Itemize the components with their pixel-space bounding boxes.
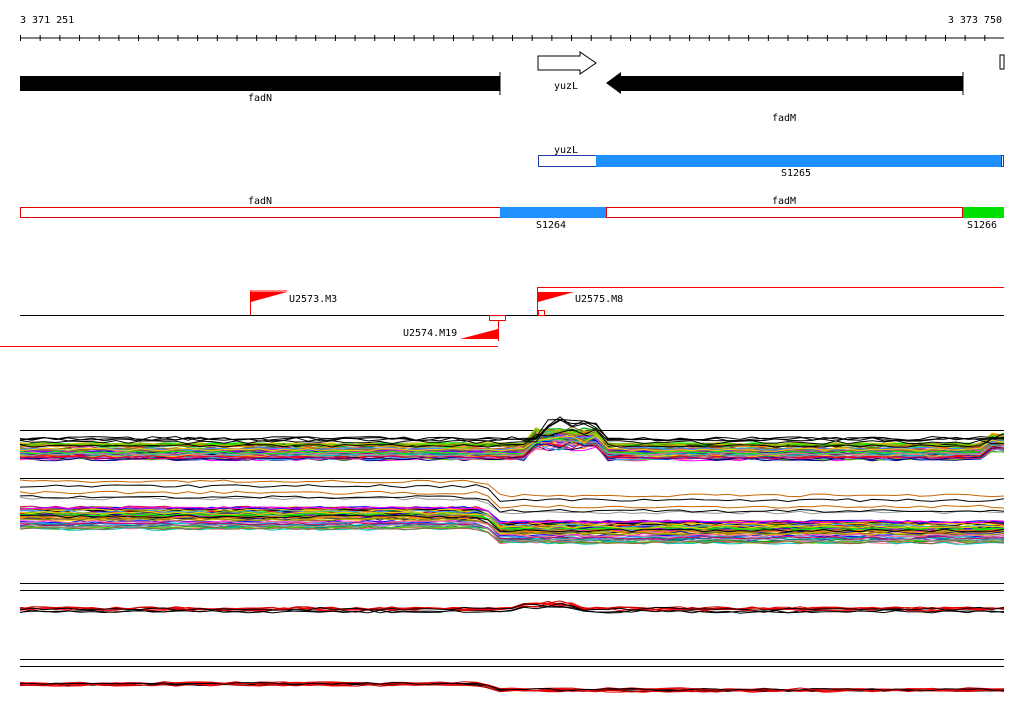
- promoter-U2575-flag[interactable]: [538, 292, 574, 302]
- expression-profile-line: [19, 514, 1005, 533]
- expression-profile-line: [19, 510, 1005, 530]
- segment-track-lower: fadN S1264 fadM S1266: [20, 196, 1004, 231]
- gene-yuzL[interactable]: [537, 51, 597, 75]
- expression-profile-line: [19, 430, 1005, 451]
- gene-fadM[interactable]: [606, 72, 963, 94]
- segment-S1265-label: S1265: [781, 168, 811, 179]
- expression-profile-line: [19, 519, 1005, 538]
- expression-profile-line: [19, 602, 1005, 611]
- gene-fadN-label: fadN: [248, 93, 272, 104]
- expression-profile-line: [19, 416, 1005, 442]
- promoter-U2574-box: [489, 315, 506, 321]
- promoter-U2575-label: U2575.M8: [575, 294, 623, 305]
- expression-profile-line: [19, 521, 1005, 540]
- expression-profile-line: [19, 438, 1005, 457]
- expression-track-D: [19, 659, 1005, 693]
- expression-profile-line: [19, 435, 1005, 452]
- promoter-U2573-flag[interactable]: [251, 292, 287, 302]
- promoter-U2574-label: U2574.M19: [403, 328, 457, 339]
- segment-fadN-label: fadN: [248, 196, 272, 207]
- segment-S1266-label: S1266: [967, 220, 997, 231]
- ruler-start-label: 3 371 251: [20, 15, 74, 26]
- promoter-U2575-box: [538, 310, 545, 316]
- expression-track-C: [19, 583, 1005, 614]
- expression-profile-line: [19, 506, 1005, 524]
- segment-S1264[interactable]: [500, 207, 606, 218]
- segment-fadN[interactable]: [20, 207, 501, 218]
- expression-profile-line: [19, 434, 1005, 455]
- promoter-U2573-label: U2573.M3: [289, 294, 337, 305]
- expression-profile-line: [19, 418, 1005, 445]
- expression-profile-line: [19, 505, 1005, 524]
- expression-profile-line: [19, 441, 1005, 460]
- expression-track-B: [19, 478, 1005, 545]
- expression-profile-line: [19, 479, 1005, 498]
- segment-S1264-label: S1264: [536, 220, 566, 231]
- expression-profile-line: [19, 426, 1005, 447]
- expression-profile-line: [19, 484, 1005, 503]
- segment-fadM[interactable]: [606, 207, 963, 218]
- segment-track-upper: yuzL S1265: [538, 145, 1004, 179]
- expression-profile-line: [19, 682, 1005, 692]
- segment-S1265-end: [1001, 155, 1004, 167]
- gene-fadM-label: fadM: [772, 113, 796, 124]
- promoter-U2574-flag[interactable]: [460, 329, 498, 339]
- expression-profile-line: [19, 495, 1005, 513]
- ruler-end-label: 3 373 750: [948, 15, 1002, 26]
- segment-yuzL-label: yuzL: [554, 145, 578, 156]
- gene-track: fadN yuzL fadM: [20, 51, 1005, 124]
- expression-profile-line: [19, 524, 1005, 543]
- expression-profile-line: [19, 440, 1005, 461]
- gene-fadN[interactable]: [20, 76, 500, 91]
- gene-yuzL-label: yuzL: [554, 81, 578, 92]
- expression-profile-line: [19, 428, 1005, 448]
- promoter-track: U2573.M3 U2575.M8 U2574.M19: [0, 287, 1004, 347]
- expression-profile-line: [19, 490, 1005, 509]
- ruler-ticks: [20, 35, 986, 41]
- segment-S1266[interactable]: [963, 207, 1004, 218]
- segment-fadM-label: fadM: [772, 196, 796, 207]
- segment-S1265[interactable]: [596, 155, 1002, 167]
- gene-next-partial[interactable]: [999, 54, 1005, 70]
- coordinate-ruler: 3 371 251 3 373 750: [20, 15, 1004, 41]
- expression-track-A: [19, 416, 1005, 462]
- segment-yuzL[interactable]: [538, 155, 597, 167]
